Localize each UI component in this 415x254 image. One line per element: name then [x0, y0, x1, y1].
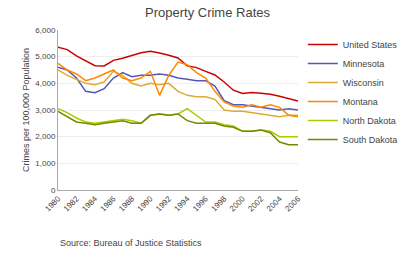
svg-text:2000: 2000 — [228, 194, 247, 213]
svg-text:Property Crime Rates: Property Crime Rates — [145, 5, 270, 20]
svg-text:1998: 1998 — [209, 194, 228, 213]
svg-text:1984: 1984 — [80, 194, 99, 213]
svg-text:Minnesota: Minnesota — [343, 59, 385, 69]
svg-text:1988: 1988 — [117, 194, 136, 213]
svg-text:1982: 1982 — [62, 194, 81, 213]
svg-text:1,000: 1,000 — [35, 159, 56, 168]
svg-text:1980: 1980 — [43, 194, 62, 213]
svg-text:4,000: 4,000 — [35, 79, 56, 88]
svg-text:2002: 2002 — [246, 194, 265, 213]
svg-text:2004: 2004 — [265, 194, 284, 213]
svg-text:6,000: 6,000 — [35, 26, 56, 35]
svg-text:2,000: 2,000 — [35, 132, 56, 141]
svg-text:1986: 1986 — [99, 194, 118, 213]
svg-text:0: 0 — [51, 186, 56, 195]
svg-text:Wisconsin: Wisconsin — [343, 78, 384, 88]
svg-text:2006: 2006 — [283, 194, 302, 213]
svg-text:North Dakota: North Dakota — [343, 116, 396, 126]
svg-text:Montana: Montana — [343, 97, 378, 107]
svg-text:1990: 1990 — [136, 194, 155, 213]
svg-text:United States: United States — [343, 40, 398, 50]
svg-text:Source: Bureau of Justice Stat: Source: Bureau of Justice Statistics — [60, 238, 202, 248]
svg-text:1992: 1992 — [154, 194, 173, 213]
svg-text:1994: 1994 — [173, 194, 192, 213]
svg-text:South Dakota: South Dakota — [343, 135, 398, 145]
svg-text:Crimes per 100,000 Population: Crimes per 100,000 Population — [21, 48, 31, 172]
svg-text:3,000: 3,000 — [35, 106, 56, 115]
svg-text:1996: 1996 — [191, 194, 210, 213]
svg-text:5,000: 5,000 — [35, 52, 56, 61]
